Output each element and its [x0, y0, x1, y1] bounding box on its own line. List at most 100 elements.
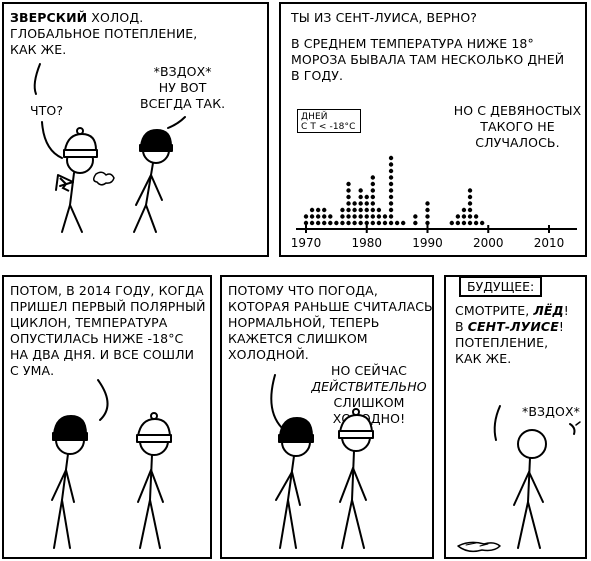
panel-4-speech-b-1: Но сейчас: [331, 363, 407, 378]
chart-point: [340, 207, 345, 213]
x-tick-label: 2010: [534, 236, 565, 250]
chart-point: [370, 188, 376, 193]
chart-point: [364, 194, 369, 200]
panel-5-caption: Будущее:: [459, 276, 543, 297]
chart-point: [382, 214, 388, 219]
panel-4: [220, 275, 434, 559]
chart-point: [388, 155, 394, 161]
chart-point: [352, 207, 357, 213]
chart-point: [322, 214, 327, 219]
chart-point: [328, 214, 333, 219]
panel-1-speech-a-rest: холод. Глобальное потепление, как же.: [10, 10, 198, 57]
x-tick-label: 1990: [412, 236, 443, 250]
chart-point: [388, 168, 394, 174]
chart-point: [370, 175, 376, 180]
chart-point: [394, 220, 400, 226]
panel-4-speech-b-3: слишком холодно!: [332, 395, 406, 426]
chart-point: [315, 214, 321, 219]
chart-point: [425, 201, 430, 206]
panel-2-speech-a: Ты из Сент-Луиса, верно?: [291, 10, 478, 25]
chart-point: [309, 220, 315, 226]
chart-point: [303, 220, 309, 226]
chart-point: [346, 188, 351, 193]
chart-point: [340, 214, 345, 219]
chart-point: [346, 194, 351, 200]
chart-point: [455, 214, 461, 219]
chart-point: [425, 220, 430, 226]
chart-point: [425, 214, 430, 219]
chart-point: [358, 207, 363, 213]
chart-point: [309, 207, 315, 213]
panel-1-speech-b: Что?: [30, 103, 64, 118]
chart-point: [473, 214, 479, 219]
chart-point: [322, 207, 327, 213]
panel-5-speech-a-2: ! в: [455, 303, 569, 334]
x-tick-label: 2000: [473, 236, 504, 250]
panel-2-speech-c: Но с девяностых такого не случалось.: [453, 103, 582, 150]
x-tick-labels: 1970 1980 1990 2000 2010: [291, 236, 565, 250]
panel-5-speech-b: *вздох*: [522, 404, 580, 419]
chart-point: [388, 194, 394, 200]
panel-4-speech-b: Но сейчас действительно слишком холодно!: [297, 363, 441, 427]
chart-point: [346, 220, 351, 226]
chart-point: [425, 207, 430, 213]
chart-point: [382, 220, 388, 226]
chart-point: [413, 220, 418, 226]
chart-point: [346, 207, 351, 213]
chart-point: [455, 220, 461, 226]
panel-5-speech-a-1: Смотрите,: [455, 303, 534, 318]
x-tick-label: 1970: [291, 236, 322, 250]
panel-5-speech-a: Смотрите, лёд! в Сент-Луисе! Потепление,…: [455, 303, 569, 367]
chart-point: [352, 201, 357, 206]
chart-point: [328, 220, 333, 226]
panel-1-speech-a: Зверский холод. Глобальное потепление, к…: [10, 10, 197, 58]
chart-point: [413, 214, 418, 219]
chart-point: [358, 220, 363, 226]
chart-point: [467, 220, 473, 226]
panel-2-speech-b: В среднем температура ниже 18° мороза бы…: [291, 36, 565, 83]
chart-point: [315, 207, 321, 213]
chart-point: [388, 214, 394, 219]
x-tick-label: 1980: [351, 236, 382, 250]
chart-point: [388, 220, 394, 226]
panel-4-speech-a: Потому что погода, которая раньше считал…: [228, 283, 433, 362]
chart-point: [461, 207, 467, 213]
x-ticks: [305, 225, 550, 233]
chart-point: [358, 194, 363, 200]
chart-point: [388, 201, 394, 206]
chart-point: [467, 201, 473, 206]
chart-point: [388, 181, 394, 187]
chart-legend-box: [297, 109, 361, 133]
chart-point: [376, 214, 382, 219]
chart-point: [352, 220, 357, 226]
panel-1-speech-a-bold: Зверский: [10, 10, 88, 25]
chart-point: [461, 220, 467, 226]
chart-point: [467, 214, 473, 219]
chart-point: [352, 214, 357, 219]
chart-point: [370, 220, 376, 226]
chart-point: [334, 220, 339, 226]
panel-1-speech-c: *вздох* Ну вот всегда так.: [140, 64, 226, 111]
chart-point: [467, 194, 473, 200]
chart-point: [479, 220, 485, 226]
chart-legend: Дней с t < -18°C: [301, 112, 356, 132]
chart-point: [376, 220, 382, 226]
chart-points: [303, 155, 485, 226]
chart-point: [370, 201, 376, 206]
chart-point: [315, 220, 321, 226]
chart-point: [346, 201, 351, 206]
chart-point: [340, 220, 345, 226]
chart-point: [388, 207, 394, 213]
chart-point: [364, 220, 369, 226]
chart-point: [370, 207, 376, 213]
chart-point: [370, 214, 376, 219]
chart-point: [309, 214, 315, 219]
chart-point: [358, 201, 363, 206]
chart-point: [473, 220, 479, 226]
panel-5-speech-a-3: ! Потепление, как же.: [455, 319, 564, 366]
chart-point: [303, 214, 309, 219]
chart-point: [467, 188, 473, 193]
chart-point: [364, 214, 369, 219]
panel-4-speech-b-2: действительно: [311, 379, 427, 394]
chart-point: [461, 214, 467, 219]
